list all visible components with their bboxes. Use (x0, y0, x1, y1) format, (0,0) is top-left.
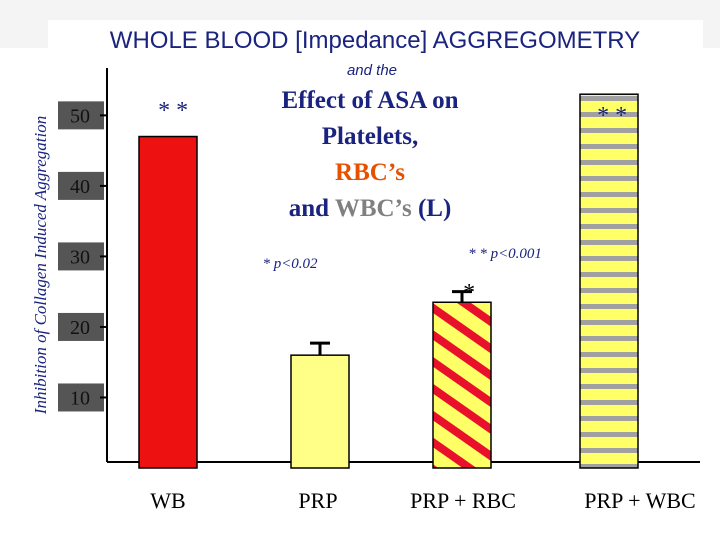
tick-box (58, 383, 104, 412)
bar (290, 354, 350, 469)
y-tick-label: 50 (70, 105, 90, 127)
bar (138, 135, 198, 469)
bar (579, 93, 639, 469)
heading-line: Platelets, (322, 123, 418, 150)
y-axis-label: Inhibition of Collagen Induced Aggregati… (31, 116, 50, 415)
y-tick-label: 10 (70, 387, 90, 409)
y-tick-label: 20 (70, 317, 90, 339)
y-tick-label: 40 (70, 176, 90, 198)
tick-box (58, 242, 104, 271)
annotation: * * p<0.001 (468, 246, 542, 262)
heading-part: Effect of ASA on (281, 87, 458, 114)
subtitle: and the (347, 62, 397, 79)
tick-box (58, 101, 104, 130)
tick-box (58, 312, 104, 341)
heading-part: RBC’s (335, 159, 405, 186)
annotation: * (462, 280, 474, 306)
heading-line: Effect of ASA on (281, 87, 458, 114)
heading-part: Platelets, (322, 123, 418, 150)
x-tick-label: PRP + WBC (584, 488, 695, 513)
x-tick-label: PRP + RBC (410, 488, 516, 513)
heading-part: and (289, 195, 335, 222)
x-tick-label: WB (150, 488, 185, 513)
tick-box (58, 171, 104, 200)
bar (432, 301, 492, 469)
heading-line: and WBC’s (L) (289, 195, 452, 222)
x-tick-label: PRP (298, 488, 337, 513)
annotation: * p<0.02 (262, 256, 318, 272)
heading-part: WBC’s (335, 195, 412, 222)
heading-part: (L) (412, 195, 452, 222)
title-box (48, 20, 703, 58)
annotation: * * (596, 103, 626, 129)
chart-title: WHOLE BLOOD [Impedance] AGGREGOMETRY (110, 27, 640, 54)
y-tick-label: 30 (70, 246, 90, 268)
annotation: * * (157, 98, 187, 124)
heading-line: RBC’s (335, 159, 405, 186)
